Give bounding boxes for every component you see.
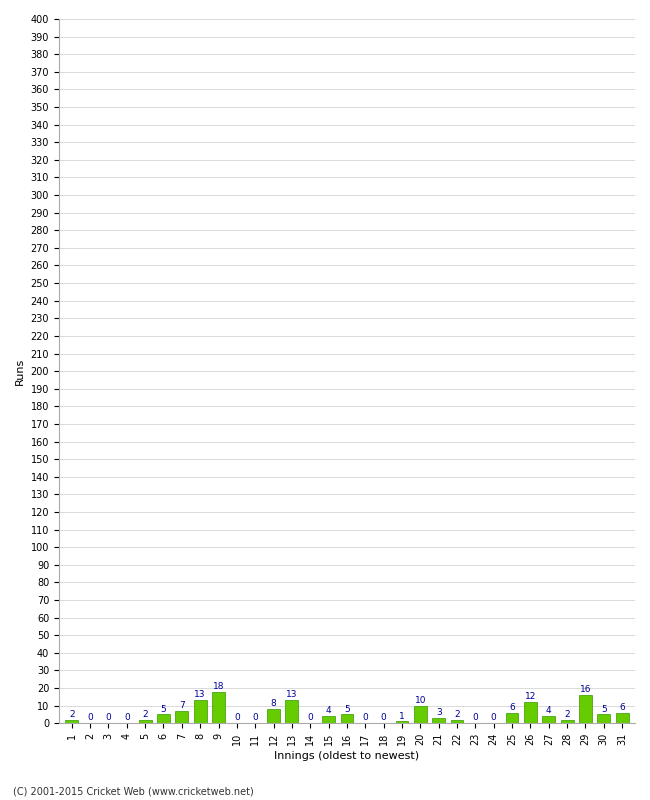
Text: 0: 0	[124, 714, 129, 722]
Text: 3: 3	[436, 708, 441, 717]
Text: 5: 5	[601, 705, 606, 714]
Text: 0: 0	[381, 714, 387, 722]
Text: 1: 1	[399, 711, 405, 721]
Text: 0: 0	[473, 714, 478, 722]
Bar	[157, 714, 170, 723]
Text: 18: 18	[213, 682, 224, 690]
Text: 0: 0	[252, 714, 258, 722]
Text: (C) 2001-2015 Cricket Web (www.cricketweb.net): (C) 2001-2015 Cricket Web (www.cricketwe…	[13, 786, 254, 796]
Bar	[396, 722, 408, 723]
Text: 6: 6	[509, 702, 515, 712]
Text: 0: 0	[105, 714, 111, 722]
Bar	[212, 691, 225, 723]
Text: 0: 0	[491, 714, 497, 722]
Text: 2: 2	[564, 710, 570, 719]
Text: 0: 0	[234, 714, 240, 722]
Text: 0: 0	[307, 714, 313, 722]
Text: 0: 0	[363, 714, 368, 722]
Bar	[542, 716, 555, 723]
Bar	[138, 720, 151, 723]
Text: 2: 2	[142, 710, 148, 719]
Bar	[579, 695, 592, 723]
Text: 13: 13	[194, 690, 206, 699]
Bar	[176, 711, 188, 723]
Text: 6: 6	[619, 702, 625, 712]
Text: 5: 5	[344, 705, 350, 714]
Text: 0: 0	[87, 714, 93, 722]
Text: 13: 13	[286, 690, 298, 699]
Bar	[414, 706, 427, 723]
Bar	[524, 702, 537, 723]
Text: 4: 4	[326, 706, 332, 715]
Bar	[616, 713, 629, 723]
Text: 2: 2	[69, 710, 75, 719]
Text: 2: 2	[454, 710, 460, 719]
Bar	[597, 714, 610, 723]
Bar	[341, 714, 354, 723]
Bar	[267, 709, 280, 723]
Text: 16: 16	[580, 685, 592, 694]
Bar	[322, 716, 335, 723]
Text: 12: 12	[525, 692, 536, 702]
Text: 8: 8	[270, 699, 276, 708]
Bar	[65, 720, 78, 723]
Bar	[561, 720, 573, 723]
Text: 7: 7	[179, 701, 185, 710]
Y-axis label: Runs: Runs	[15, 358, 25, 385]
Bar	[432, 718, 445, 723]
X-axis label: Innings (oldest to newest): Innings (oldest to newest)	[274, 751, 419, 761]
Bar	[194, 700, 207, 723]
Text: 5: 5	[161, 705, 166, 714]
Text: 10: 10	[415, 696, 426, 705]
Bar	[285, 700, 298, 723]
Bar	[506, 713, 519, 723]
Text: 4: 4	[546, 706, 552, 715]
Bar	[450, 720, 463, 723]
